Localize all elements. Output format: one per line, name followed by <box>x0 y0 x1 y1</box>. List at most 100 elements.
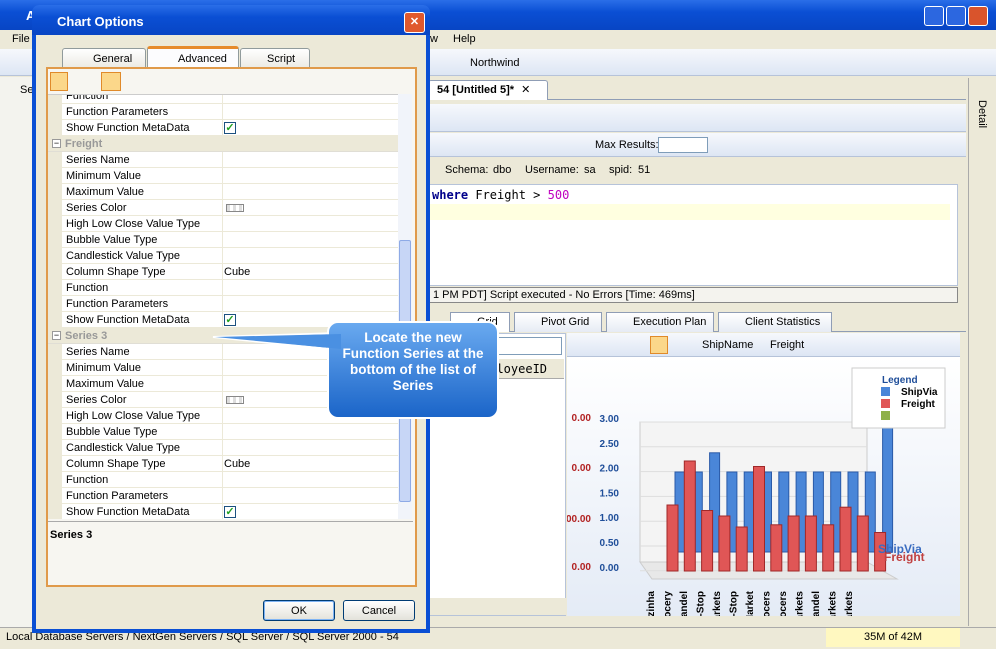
property-row[interactable]: Maximum Value <box>48 376 398 392</box>
result-tab[interactable]: Execution Plan <box>606 312 714 332</box>
property-row[interactable]: Function Parameters <box>48 296 398 312</box>
chart-toolbar <box>567 333 960 357</box>
property-section[interactable]: − Freight <box>48 136 398 152</box>
row-margin <box>48 344 62 360</box>
sql-text: where Freight > 500 <box>432 188 569 202</box>
property-name: Function <box>66 282 109 294</box>
chart-bar-red <box>701 510 714 572</box>
property-row[interactable]: High Low Close Value Type <box>48 408 398 424</box>
close-button[interactable] <box>968 6 988 26</box>
column-divider <box>222 424 223 440</box>
property-row[interactable]: High Low Close Value Type <box>48 216 398 232</box>
memory-indicator: 35M of 42M <box>826 628 960 647</box>
property-row[interactable]: Show Function MetaData ✓ <box>48 504 398 519</box>
checkbox[interactable]: ✓ <box>224 122 236 134</box>
property-row[interactable]: Maximum Value <box>48 184 398 200</box>
property-row[interactable]: Show Function MetaData ✓ <box>48 120 398 136</box>
section-name: Freight <box>65 138 103 150</box>
document-tab[interactable]: 54 [Untitled 5]* ✕ <box>428 80 548 100</box>
current-line <box>430 204 950 220</box>
chart-field[interactable]: Freight <box>770 339 805 351</box>
database-selector[interactable]: Northwind <box>470 57 520 69</box>
result-tab[interactable]: Pivot Grid <box>514 312 602 332</box>
row-margin <box>48 120 62 136</box>
property-pages-button[interactable] <box>101 72 121 91</box>
axis-label: 3.00 <box>600 414 620 425</box>
maximize-button[interactable] <box>946 6 966 26</box>
chart-watermark: Freight <box>884 550 925 564</box>
right-panel <box>968 78 996 626</box>
column-divider <box>222 504 223 519</box>
property-row[interactable]: Series Color <box>48 200 398 216</box>
axis-label: 0.00 <box>600 563 620 574</box>
minimize-button[interactable] <box>924 6 944 26</box>
legend-entry: Freight <box>901 399 936 410</box>
property-name: Function Parameters <box>66 490 169 502</box>
result-tab[interactable]: Client Statistics <box>718 312 832 332</box>
dialog-close[interactable]: ✕ <box>404 12 425 33</box>
property-row[interactable]: Bubble Value Type <box>48 424 398 440</box>
sql-value: 500 <box>547 188 570 202</box>
property-row[interactable]: Column Shape Type Cube <box>48 264 398 280</box>
column-divider <box>222 312 223 328</box>
column-divider <box>222 472 223 488</box>
row-margin <box>48 264 62 280</box>
property-grid: Function Function Parameters Show Function… <box>48 94 398 519</box>
sql-keyword: where <box>432 188 469 202</box>
property-row[interactable]: Function Parameters <box>48 104 398 120</box>
property-row[interactable]: Bubble Value Type <box>48 232 398 248</box>
menu-item[interactable]: File <box>12 33 30 45</box>
property-row[interactable]: Candlestick Value Type <box>48 248 398 264</box>
chart-bar-red <box>666 504 679 572</box>
property-row[interactable]: Function <box>48 95 398 104</box>
chart-type-button[interactable] <box>650 336 668 354</box>
property-name: Bubble Value Type <box>66 426 158 438</box>
property-name: Function <box>66 474 109 486</box>
chart-bar-blue <box>778 471 790 553</box>
axis-label: 2.50 <box>600 439 620 450</box>
legend-swatch <box>881 387 890 396</box>
property-row[interactable]: Column Shape Type Cube <box>48 456 398 472</box>
column-divider <box>222 95 223 104</box>
dialog-tab[interactable]: Script <box>240 48 310 67</box>
grid-scrollbar[interactable] <box>428 598 566 615</box>
property-row[interactable]: Minimum Value <box>48 168 398 184</box>
menu-item[interactable]: w <box>430 33 438 45</box>
checkbox[interactable]: ✓ <box>224 506 236 518</box>
property-row[interactable]: Function <box>48 472 398 488</box>
category-label: arkets <box>828 591 839 616</box>
row-margin <box>48 408 62 424</box>
menu-item[interactable]: Help <box>453 33 476 45</box>
left-panel <box>0 77 34 627</box>
property-row[interactable]: Function Parameters <box>48 488 398 504</box>
max-results-input[interactable] <box>658 137 708 153</box>
dialog-tab[interactable]: Advanced <box>147 46 239 68</box>
expander[interactable]: − <box>52 138 61 148</box>
dialog-button[interactable]: OK <box>263 600 335 621</box>
expander[interactable]: − <box>52 330 61 340</box>
chart-bar-red <box>718 515 731 572</box>
property-row[interactable]: Minimum Value <box>48 360 398 376</box>
chart-bar-red <box>856 515 869 572</box>
dialog-button[interactable]: Cancel <box>343 600 415 621</box>
categorized-button[interactable] <box>50 72 68 91</box>
property-row[interactable]: Series Color <box>48 392 398 408</box>
category-label: arkets <box>712 591 723 616</box>
property-row[interactable]: Function <box>48 280 398 296</box>
sql-editor[interactable] <box>428 184 958 286</box>
chart-field[interactable]: ShipName <box>702 339 754 351</box>
property-row[interactable]: Series Name <box>48 344 398 360</box>
column-divider <box>222 360 223 376</box>
spid-value: 51 <box>638 164 651 176</box>
category-label: landel <box>811 591 822 616</box>
dialog-tab[interactable]: General <box>62 48 146 67</box>
property-row[interactable]: Show Function MetaData ✓ <box>48 312 398 328</box>
checkbox[interactable]: ✓ <box>224 314 236 326</box>
status-path: Local Database Servers / NextGen Servers… <box>6 631 399 643</box>
side-tab[interactable]: Se <box>20 84 34 96</box>
property-value: Cube <box>224 458 251 470</box>
property-row[interactable]: Series Name <box>48 152 398 168</box>
column-divider <box>222 456 223 472</box>
property-row[interactable]: Candlestick Value Type <box>48 440 398 456</box>
